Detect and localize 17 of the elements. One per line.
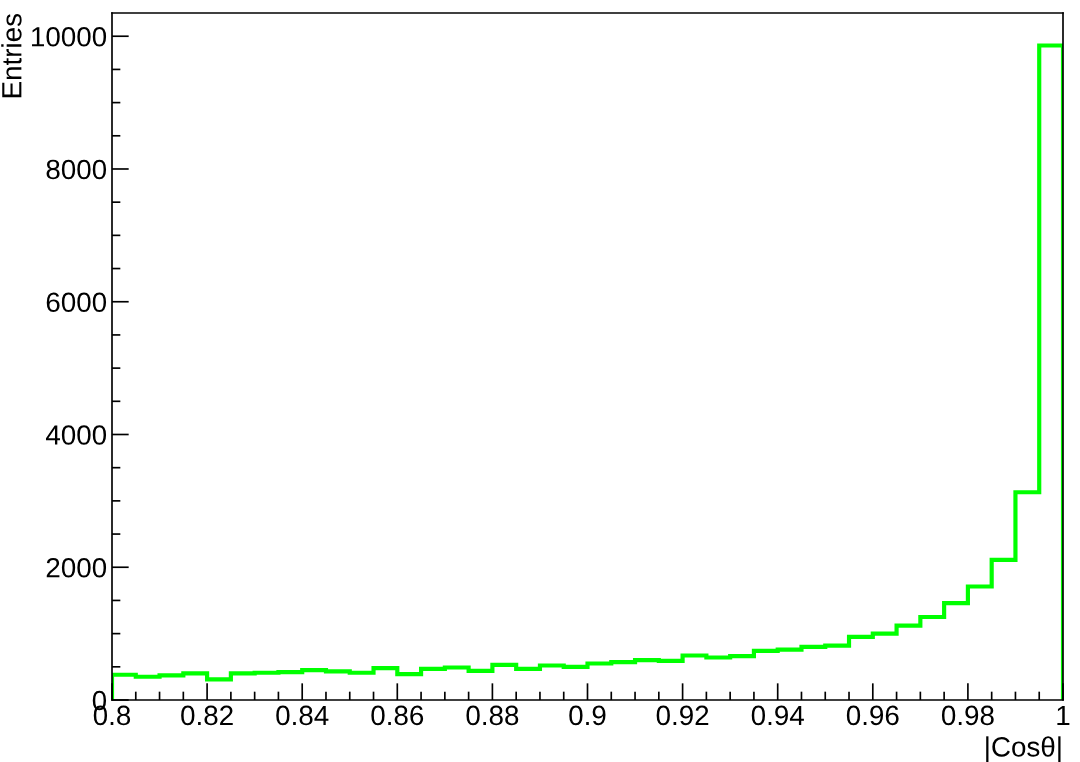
y-axis-title: Entries xyxy=(1,14,22,98)
x-tick-label: 0.86 xyxy=(371,705,424,726)
y-tick-label: 10000 xyxy=(32,26,107,47)
x-tick-label: 0.92 xyxy=(656,705,709,726)
y-tick-label: 2000 xyxy=(46,557,107,578)
x-tick-label: 0.98 xyxy=(941,705,994,726)
x-tick-label: 0.88 xyxy=(466,705,519,726)
x-tick-label: 0.96 xyxy=(846,705,899,726)
x-tick-label: 0.84 xyxy=(276,705,329,726)
x-tick-label: 1 xyxy=(1057,705,1070,725)
y-tick-label: 6000 xyxy=(46,292,107,313)
x-axis-title: |Cosθ| xyxy=(986,736,1061,762)
x-tick-label: 0.94 xyxy=(751,705,804,726)
y-tick-label: 8000 xyxy=(46,159,107,180)
y-tick-label: 4000 xyxy=(45,425,107,445)
x-tick-label: 0.82 xyxy=(181,705,233,726)
x-tick-label: 0.9 xyxy=(569,705,606,726)
